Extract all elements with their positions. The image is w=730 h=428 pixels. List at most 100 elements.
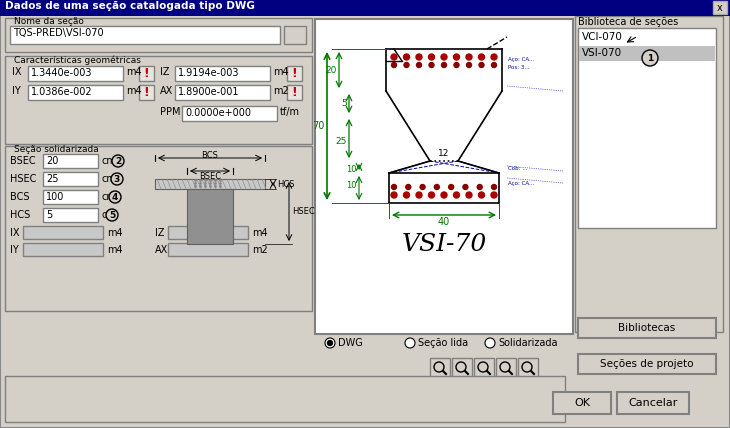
Bar [496, 358, 516, 378]
Circle shape [491, 192, 497, 198]
Circle shape [112, 155, 124, 167]
Circle shape [441, 192, 447, 198]
Bar [5, 56, 312, 144]
Text: BCS: BCS [10, 192, 29, 202]
Bar [139, 66, 154, 81]
Text: Dados de uma seção catalogada tipo DWG: Dados de uma seção catalogada tipo DWG [5, 1, 255, 11]
Bar [287, 85, 302, 100]
Text: 0.0000e+000: 0.0000e+000 [185, 108, 251, 118]
Bar [182, 106, 277, 121]
Bar [175, 85, 270, 100]
Bar [28, 66, 123, 81]
Circle shape [454, 62, 459, 68]
Bar [139, 85, 154, 100]
Circle shape [453, 192, 459, 198]
Bar [578, 318, 716, 338]
Text: 3: 3 [114, 175, 120, 184]
Text: 5: 5 [46, 210, 53, 220]
Text: m4: m4 [126, 86, 142, 96]
Circle shape [429, 54, 434, 60]
Bar [617, 392, 689, 414]
Text: Solidarizada: Solidarizada [498, 338, 558, 348]
Bar [578, 28, 716, 228]
Bar [553, 392, 611, 414]
Circle shape [391, 184, 396, 190]
Text: IZ: IZ [155, 228, 164, 238]
Text: HCS: HCS [277, 179, 294, 188]
Text: cm: cm [101, 210, 116, 220]
Text: HSEC: HSEC [10, 174, 37, 184]
Text: 10: 10 [347, 164, 357, 173]
Text: Nome da seção: Nome da seção [14, 17, 84, 26]
Bar [187, 189, 233, 244]
Text: cm: cm [101, 174, 116, 184]
Circle shape [491, 62, 496, 68]
Circle shape [434, 184, 439, 190]
Text: TQS-PRED\VSI-070: TQS-PRED\VSI-070 [13, 28, 104, 38]
Text: x: x [717, 3, 723, 12]
Bar [43, 154, 98, 168]
Text: PPM: PPM [160, 107, 180, 117]
Circle shape [429, 192, 434, 198]
Bar [168, 226, 248, 239]
Text: 1.0386e-002: 1.0386e-002 [31, 87, 93, 97]
Text: 40: 40 [438, 217, 450, 227]
Text: BSEC: BSEC [199, 172, 221, 181]
Circle shape [466, 192, 472, 198]
Text: 1.8900e-001: 1.8900e-001 [178, 87, 239, 97]
Circle shape [111, 173, 123, 185]
Bar [43, 208, 98, 222]
Bar [5, 376, 565, 422]
Circle shape [466, 54, 472, 60]
Text: 4: 4 [112, 193, 118, 202]
Text: m4: m4 [126, 67, 142, 77]
Circle shape [416, 192, 422, 198]
Bar [575, 16, 723, 332]
Circle shape [463, 184, 468, 190]
Text: 5: 5 [341, 98, 347, 107]
Circle shape [429, 62, 434, 68]
Circle shape [328, 341, 332, 345]
Text: VSI-070: VSI-070 [582, 48, 622, 58]
Text: m2: m2 [252, 245, 268, 255]
Text: 1.9194e-003: 1.9194e-003 [178, 68, 239, 78]
Bar [315, 19, 573, 334]
Text: m2: m2 [273, 86, 289, 96]
Circle shape [478, 54, 485, 60]
Text: IY: IY [10, 245, 19, 255]
Bar [579, 46, 715, 61]
Text: IX: IX [12, 67, 21, 77]
Circle shape [477, 184, 483, 190]
Circle shape [391, 54, 397, 60]
Text: 10: 10 [347, 181, 357, 190]
Circle shape [106, 209, 118, 221]
Text: Aço: CA...: Aço: CA... [508, 181, 534, 186]
Text: BCS: BCS [201, 151, 218, 160]
Circle shape [391, 192, 397, 198]
Text: 20: 20 [326, 65, 337, 74]
Text: OK: OK [574, 398, 590, 408]
Text: 1: 1 [647, 54, 653, 62]
Text: cm: cm [101, 192, 116, 202]
Circle shape [109, 191, 121, 203]
Text: IX: IX [10, 228, 20, 238]
Circle shape [416, 54, 422, 60]
Bar [43, 190, 98, 204]
Bar [0, 0, 730, 16]
Text: VCI-070: VCI-070 [582, 32, 623, 42]
Text: !: ! [291, 67, 297, 80]
Circle shape [642, 50, 658, 66]
Text: !: ! [291, 86, 297, 99]
Bar [23, 226, 103, 239]
Bar [452, 358, 472, 378]
Bar [43, 172, 98, 186]
Bar [578, 354, 716, 374]
Text: 2: 2 [115, 157, 121, 166]
Text: AX: AX [160, 86, 173, 96]
Text: AX: AX [155, 245, 168, 255]
Text: 1.3440e-003: 1.3440e-003 [31, 68, 93, 78]
Circle shape [404, 54, 410, 60]
Text: 25: 25 [46, 174, 58, 184]
Bar [5, 146, 312, 311]
Circle shape [406, 184, 411, 190]
